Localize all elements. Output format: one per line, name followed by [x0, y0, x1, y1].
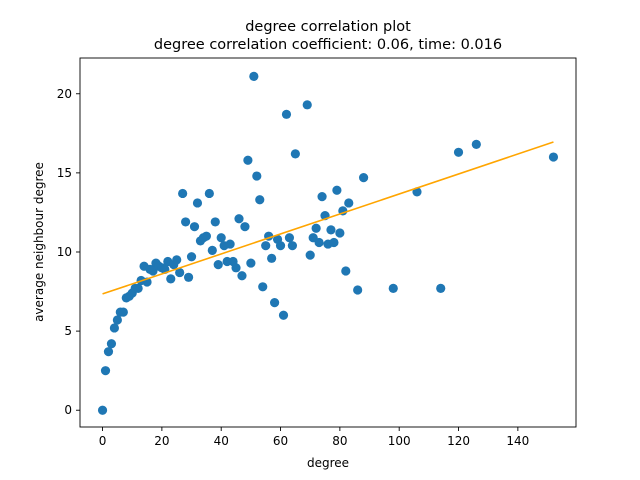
- data-point: [186, 252, 197, 262]
- data-point: [112, 315, 122, 325]
- data-point: [166, 274, 176, 284]
- data-point: [317, 192, 327, 202]
- data-point: [192, 198, 203, 208]
- x-tick-label: 80: [332, 434, 347, 448]
- data-point: [314, 237, 324, 248]
- x-tick-label: 60: [273, 434, 288, 448]
- data-point: [305, 250, 315, 260]
- x-tick-label: 140: [506, 434, 529, 448]
- data-point: [261, 241, 271, 251]
- scatter-points: [97, 71, 559, 415]
- data-point: [237, 271, 247, 281]
- data-point: [436, 283, 446, 293]
- y-tick-label: 20: [57, 87, 72, 101]
- data-point: [109, 323, 120, 333]
- x-axis-ticks: 0 20 40 60 80 100 120 140: [99, 427, 529, 448]
- data-point: [189, 222, 200, 232]
- data-point: [246, 258, 256, 268]
- data-point: [240, 222, 250, 232]
- data-point: [231, 263, 241, 273]
- data-point: [344, 198, 354, 208]
- data-point: [548, 152, 559, 162]
- plot-frame: [79, 57, 577, 428]
- x-tick-label: 20: [154, 434, 169, 448]
- chart-subtitle: degree correlation coefficient: 0.06, ti…: [154, 37, 502, 53]
- data-point: [281, 109, 292, 119]
- x-tick-label: 120: [447, 434, 470, 448]
- y-tick-label: 0: [64, 403, 72, 417]
- y-axis-label: average neighbour degree: [32, 162, 46, 322]
- data-point: [267, 253, 277, 263]
- data-point: [329, 237, 339, 248]
- x-tick-label: 0: [99, 434, 107, 448]
- data-point: [326, 225, 336, 235]
- data-point: [133, 283, 143, 293]
- y-tick-label: 15: [57, 166, 72, 180]
- data-point: [97, 405, 108, 415]
- data-point: [358, 173, 369, 183]
- data-point: [175, 267, 185, 278]
- data-point: [302, 100, 312, 110]
- data-point: [172, 255, 182, 265]
- data-point: [213, 260, 223, 270]
- data-point: [341, 266, 351, 276]
- data-point: [258, 282, 268, 292]
- chart-title: degree correlation plot: [245, 19, 411, 35]
- data-point: [234, 214, 244, 224]
- y-tick-label: 10: [57, 245, 72, 259]
- data-point: [183, 272, 194, 282]
- data-point: [311, 223, 321, 233]
- data-point: [103, 347, 114, 357]
- data-point: [249, 71, 259, 81]
- x-tick-label: 40: [214, 434, 229, 448]
- data-point: [287, 241, 298, 251]
- data-point: [118, 307, 128, 317]
- data-point: [207, 245, 217, 256]
- y-tick-label: 5: [64, 324, 72, 338]
- fit-line-group: [102, 141, 554, 295]
- data-point: [388, 283, 398, 293]
- data-point: [275, 241, 286, 251]
- data-point: [278, 310, 289, 320]
- data-point: [210, 217, 220, 227]
- data-point: [471, 139, 481, 149]
- data-point: [225, 239, 235, 249]
- data-point: [290, 149, 300, 159]
- data-point: [332, 185, 342, 195]
- data-point: [252, 171, 262, 181]
- data-point: [100, 366, 111, 376]
- data-point: [453, 147, 464, 157]
- data-point: [181, 217, 191, 227]
- data-point: [204, 188, 214, 199]
- data-point: [216, 233, 226, 243]
- x-axis-label: degree: [307, 456, 349, 470]
- data-point: [353, 285, 363, 295]
- data-point: [243, 155, 253, 165]
- data-point: [178, 188, 188, 199]
- data-point: [270, 298, 280, 308]
- data-point: [106, 339, 117, 349]
- fit-line: [102, 141, 554, 295]
- data-point: [201, 231, 211, 241]
- data-point: [284, 233, 295, 243]
- data-point: [335, 228, 345, 238]
- data-point: [255, 195, 265, 205]
- x-tick-label: 100: [388, 434, 411, 448]
- y-axis-ticks: 0 5 10 15 20: [57, 87, 80, 417]
